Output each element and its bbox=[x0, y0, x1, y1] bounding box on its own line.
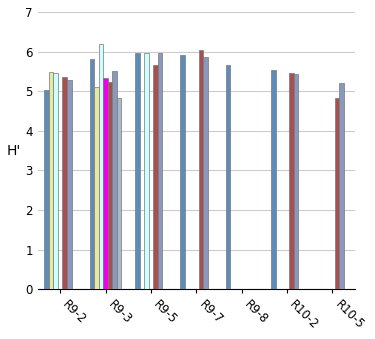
Bar bbox=[53, 73, 58, 289]
Bar bbox=[108, 82, 112, 289]
Bar bbox=[199, 50, 203, 289]
Bar bbox=[103, 78, 108, 289]
Bar bbox=[158, 53, 162, 289]
Bar bbox=[99, 44, 103, 289]
Bar bbox=[153, 65, 158, 289]
Bar bbox=[135, 53, 140, 289]
Bar bbox=[203, 57, 208, 289]
Bar bbox=[339, 83, 344, 289]
Bar bbox=[289, 73, 294, 289]
Bar bbox=[334, 98, 339, 289]
Bar bbox=[112, 71, 117, 289]
Bar bbox=[90, 59, 94, 289]
Bar bbox=[49, 72, 53, 289]
Bar bbox=[94, 87, 99, 289]
Bar bbox=[294, 74, 298, 289]
Y-axis label: H': H' bbox=[7, 143, 21, 158]
Bar bbox=[117, 98, 122, 289]
Bar bbox=[144, 53, 148, 289]
Bar bbox=[63, 77, 67, 289]
Bar bbox=[180, 55, 185, 289]
Bar bbox=[271, 70, 276, 289]
Bar bbox=[226, 65, 230, 289]
Bar bbox=[67, 80, 72, 289]
Bar bbox=[44, 90, 49, 289]
